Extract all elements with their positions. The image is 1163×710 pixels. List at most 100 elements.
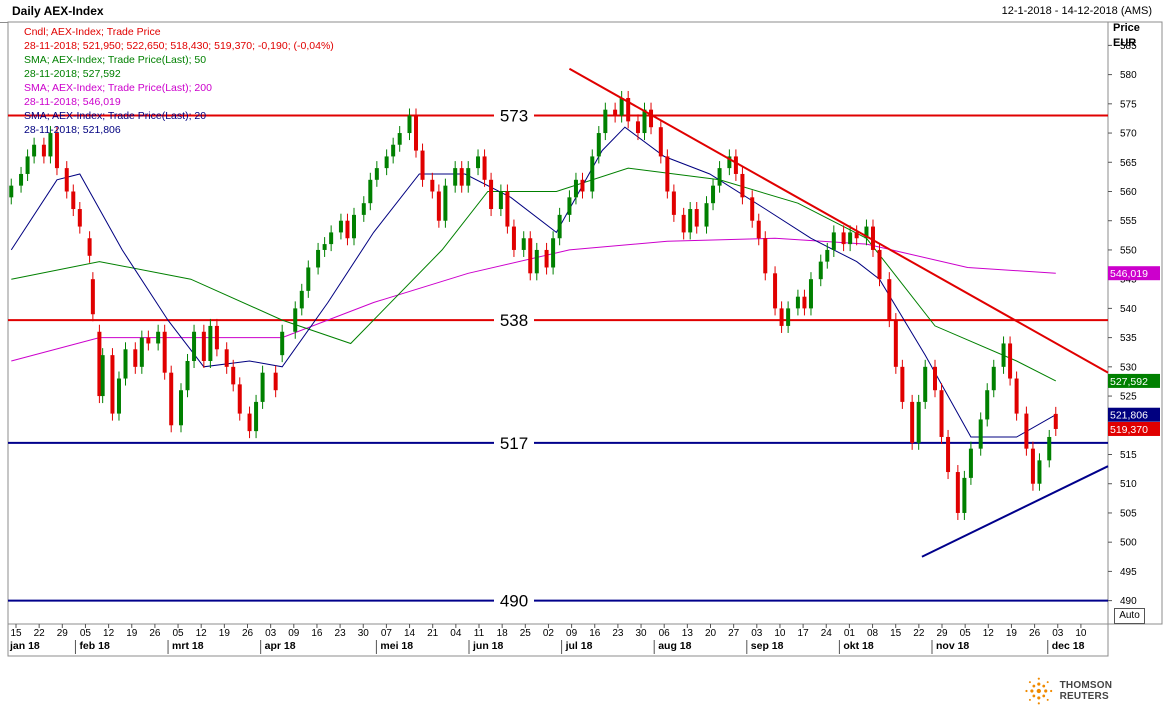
candle-body [580, 179, 585, 192]
candle-body [476, 156, 481, 169]
y-tick-label: 570 [1120, 129, 1137, 140]
y-tick-label: 550 [1120, 245, 1137, 256]
legend-line-sma20: SMA; AEX-Index; Trade Price(Last); 20 [24, 110, 207, 122]
y-tick-label: 575 [1120, 99, 1137, 110]
x-tick-label: 08 [867, 628, 879, 639]
auto-scale-button[interactable]: Auto [1114, 608, 1145, 624]
candle-body [1001, 343, 1006, 367]
candle-body [590, 156, 595, 192]
candle-body [374, 168, 379, 180]
level-label-bg [494, 433, 534, 452]
sma200-line [11, 237, 1056, 362]
candle-body [19, 173, 24, 186]
last-value-tag [1108, 407, 1160, 422]
x-tick-label: 24 [821, 628, 833, 639]
candle-body [169, 372, 174, 426]
x-tick-label: 14 [404, 628, 416, 639]
candle-body [544, 249, 549, 268]
candle-body [459, 168, 464, 186]
y-tick-label: 565 [1120, 158, 1137, 169]
candle-body [688, 209, 693, 233]
candle-body [498, 191, 503, 210]
candle-body [665, 156, 670, 192]
candle-body [802, 296, 807, 309]
y-tick-label: 585 [1120, 41, 1137, 52]
candle-body [750, 197, 755, 221]
x-tick-label: 12 [103, 628, 115, 639]
candle-body [910, 401, 915, 443]
time-axis [7, 623, 1109, 657]
x-tick-label: 22 [913, 628, 925, 639]
candle-body [962, 477, 967, 513]
candle-body [603, 109, 608, 134]
candle-body [557, 214, 562, 239]
date-range: 12-1-2018 - 14-12-2018 (AMS) [1001, 5, 1152, 17]
candle-body [430, 179, 435, 192]
candle-body [162, 331, 167, 373]
candle-body [25, 156, 30, 174]
candle-body [694, 209, 699, 227]
candle-body [32, 144, 37, 157]
candle-body [978, 419, 983, 449]
sma50-line [11, 167, 1057, 382]
last-value-label: 527,592 [1110, 376, 1148, 388]
x-tick-label: 21 [427, 628, 439, 639]
candle-body [671, 191, 676, 215]
candle-body [329, 232, 334, 245]
candles [9, 90, 1058, 520]
candle-body [756, 220, 761, 239]
candle-body [214, 325, 219, 350]
x-tick-label: 03 [265, 628, 277, 639]
x-tick-label: 25 [520, 628, 532, 639]
candle-body [573, 179, 578, 198]
x-tick-label: 05 [960, 628, 972, 639]
candle-body [808, 279, 813, 309]
candle-body [511, 226, 516, 250]
candle-body [795, 296, 800, 309]
candle-body [717, 168, 722, 186]
x-tick-label: 29 [57, 628, 69, 639]
y-tick-label: 535 [1120, 333, 1137, 344]
candle-body [933, 366, 938, 391]
x-month-label: mrt 18 [172, 640, 204, 652]
candle-body [247, 413, 252, 432]
candle-body [322, 244, 327, 250]
x-tick-label: 30 [635, 628, 647, 639]
chart-legend: Cndl; AEX-Index; Trade Price 28-11-2018;… [24, 25, 334, 137]
candle-body [1053, 413, 1058, 429]
y-tick-label: 560 [1120, 187, 1137, 198]
candle-body [1024, 413, 1029, 449]
candle-body [711, 185, 716, 204]
candle-body [887, 279, 892, 321]
candle-body [642, 109, 647, 134]
candle-body [893, 320, 898, 367]
y-tick-label: 555 [1120, 216, 1137, 227]
candle-body [489, 179, 494, 210]
candle-body [293, 308, 298, 332]
x-month-label: jun 18 [472, 640, 504, 652]
candle-body [955, 472, 960, 513]
legend-line-candle-values: 28-11-2018; 521,950; 522,650; 518,430; 5… [24, 40, 334, 52]
x-tick-label: 30 [358, 628, 370, 639]
candle-body [704, 203, 709, 227]
candle-body [505, 191, 510, 227]
x-tick-label: 26 [149, 628, 161, 639]
candle-body [90, 279, 95, 315]
candle-body [273, 372, 278, 391]
x-month-label: mei 18 [380, 640, 413, 652]
candle-body [443, 185, 448, 221]
candle-body [740, 173, 745, 198]
level-label-517: 517 [500, 434, 528, 453]
candle-body [407, 115, 412, 134]
last-value-label: 546,019 [1110, 268, 1148, 280]
candle-body [1037, 460, 1042, 484]
candle-body [77, 209, 82, 227]
candle-body [185, 360, 190, 391]
candle-body [54, 133, 59, 169]
candle-body [397, 133, 402, 145]
candle-body [9, 185, 14, 198]
last-value-label: 519,370 [1110, 424, 1148, 436]
candle-body [97, 331, 102, 397]
candle-body [900, 366, 905, 402]
